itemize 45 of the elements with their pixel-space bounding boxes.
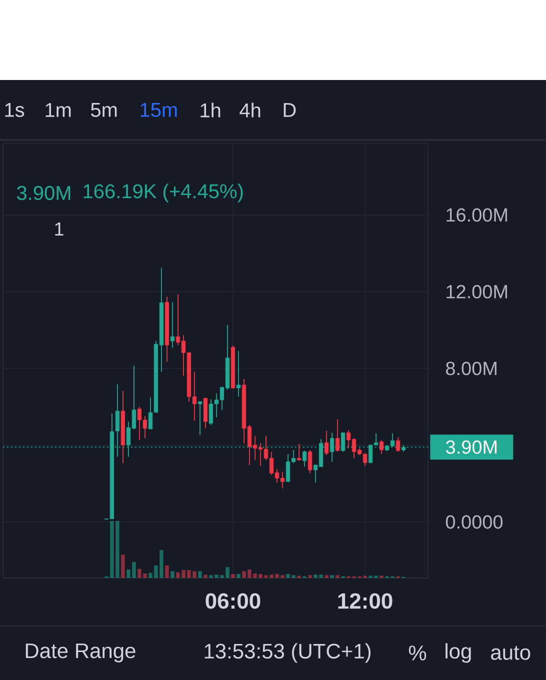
candlestick	[302, 450, 307, 468]
bar	[336, 575, 340, 578]
text: auto	[491, 646, 530, 660]
candlestick	[296, 444, 302, 462]
candlestick	[324, 430, 329, 456]
candlestick	[148, 397, 153, 430]
text: 4h	[240, 102, 260, 118]
text: 13:53:53 (UTC+1)	[204, 643, 371, 663]
annotation: 3.90M	[16, 186, 70, 200]
bar	[308, 575, 312, 578]
text: 5m	[91, 103, 117, 117]
bar	[324, 575, 328, 578]
bar	[231, 574, 235, 578]
candlestick	[396, 436, 400, 452]
candlestick	[379, 440, 384, 454]
bar	[204, 574, 208, 578]
ref-line-label: 3.90M	[446, 440, 497, 454]
bar	[170, 571, 174, 578]
text: D	[284, 103, 296, 117]
candlestick	[308, 450, 312, 474]
y-tick-label: 12.00M	[446, 284, 507, 298]
annotation: 1	[55, 222, 64, 236]
candlestick	[236, 350, 241, 398]
text: %	[408, 646, 426, 660]
text: 15m	[140, 103, 177, 117]
annotation: 166.19K (+4.45%)	[84, 184, 243, 202]
bar	[121, 554, 125, 578]
y-tick-label: 0.0000	[446, 515, 503, 529]
bar	[236, 574, 240, 578]
x-tick-label: 06:00	[206, 593, 260, 609]
text: 1s	[5, 103, 24, 117]
text: 1h	[200, 102, 220, 118]
candlestick	[198, 400, 202, 436]
y-tick-label: 16.00M	[446, 208, 507, 222]
x-tick-label: 12:00	[338, 593, 392, 609]
text: Date Range	[26, 644, 136, 662]
candlestick	[170, 302, 175, 348]
bar	[165, 565, 169, 578]
y-tick-label: 8.00M	[446, 362, 496, 376]
text: log	[446, 643, 471, 663]
bar	[198, 571, 202, 578]
text: 1m	[46, 103, 71, 117]
bar	[330, 575, 334, 578]
candlestick	[203, 397, 208, 429]
candlestick	[335, 418, 340, 452]
